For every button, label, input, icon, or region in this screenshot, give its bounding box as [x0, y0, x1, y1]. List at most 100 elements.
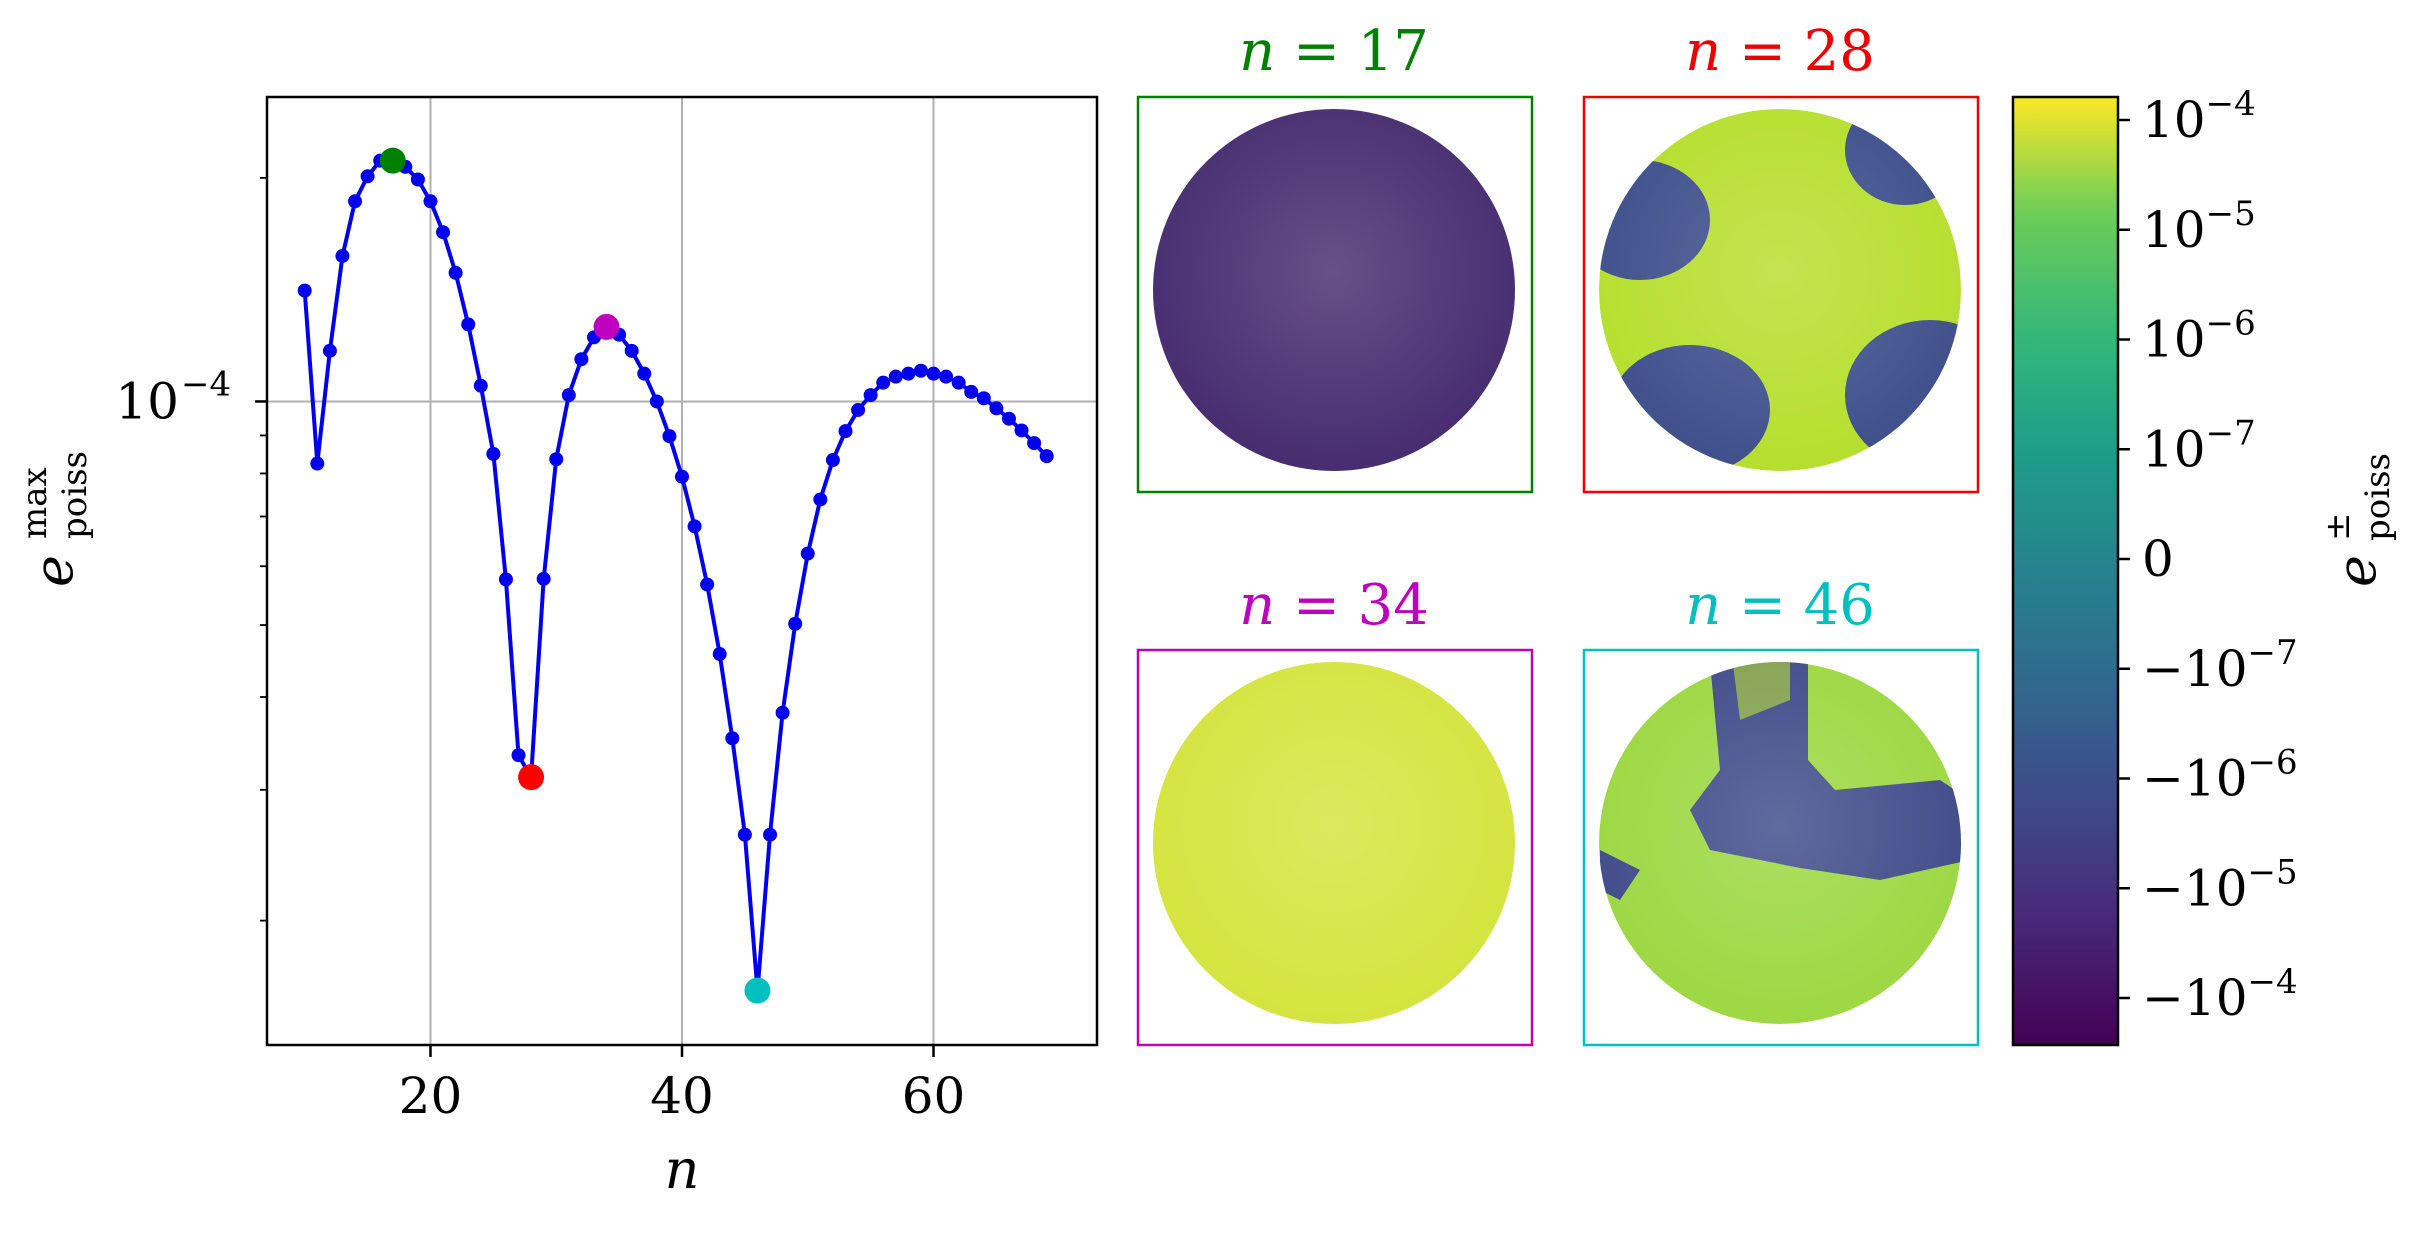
panel-frame-n34 [1136, 648, 1534, 1047]
colorbar-tick-base: 10 [2142, 201, 2206, 259]
colorbar-tick-label: −10−4 [2142, 962, 2298, 1027]
series-point [700, 577, 715, 592]
y-ticks: 10 −4 [115, 364, 267, 430]
series-point [473, 378, 488, 393]
grid-lines [267, 97, 1097, 1045]
series-point [1039, 449, 1054, 464]
y-axis-label: e max poiss [15, 451, 95, 587]
series-point [498, 572, 513, 587]
series-point [989, 401, 1004, 416]
colorbar-label-sup: ± [2318, 513, 2358, 542]
series-point [775, 705, 790, 720]
series-point [888, 369, 903, 384]
series-point [561, 388, 576, 403]
svg-text:e: e [2325, 555, 2388, 587]
series-point [310, 456, 325, 471]
colorbar-tick-exponent: −7 [2248, 633, 2298, 673]
series-point [800, 546, 815, 561]
colorbar-tick-sign: − [2142, 859, 2184, 917]
series-point [863, 388, 878, 403]
colorbar-tick-label: 10−5 [2142, 194, 2256, 259]
highlight-point [518, 764, 545, 791]
y-axis-label-base: e [22, 555, 85, 587]
x-tick-label: 40 [650, 1067, 714, 1125]
colorbar-gradient [2011, 95, 2120, 1047]
series-point [649, 394, 664, 409]
panel-title-n28: n = 28 [1685, 19, 1875, 84]
y-tick-exponent: −4 [181, 364, 231, 404]
series-point [675, 469, 689, 484]
series-point [788, 616, 803, 631]
series-point [763, 827, 778, 842]
x-tick-label: 60 [902, 1067, 966, 1125]
series-point [448, 265, 463, 280]
series-point [825, 453, 840, 468]
x-axis-label: n [665, 1138, 700, 1201]
x-ticks: 20 40 60 [399, 1045, 966, 1125]
disk-n17-sheen [1153, 109, 1515, 471]
series-point [964, 384, 979, 399]
svg-text:e: e [22, 555, 85, 587]
line-plot: 20 40 60 10 −4 n e max poiss [15, 95, 1099, 1201]
series-points [297, 153, 1054, 998]
series-point [461, 317, 476, 332]
highlight-point [593, 313, 620, 340]
colorbar-tick-label: 0 [2142, 530, 2174, 588]
panel-n17: n = 17 [1136, 19, 1534, 494]
colorbar-tick-exponent: −6 [2206, 304, 2256, 344]
panel-n46: n = 46 [1582, 573, 1980, 1047]
colorbar-tick-sign: − [2142, 750, 2184, 808]
panel-title-n28-value: 28 [1804, 19, 1875, 84]
series-point [1001, 411, 1016, 426]
panel-title-n34-value: 34 [1358, 573, 1429, 638]
highlight-points [379, 147, 771, 1004]
colorbar-tick-label: 10−6 [2142, 304, 2256, 369]
series-point [549, 452, 564, 467]
y-tick-label: 10 [115, 372, 179, 430]
colorbar-tick-label: −10−5 [2142, 852, 2298, 917]
colorbar-tick-label: 10−7 [2142, 413, 2256, 478]
series-point [838, 424, 853, 439]
colorbar-tick-exponent: −7 [2206, 413, 2256, 453]
colorbar-tick-exponent: −4 [2206, 84, 2256, 124]
panel-title-n17-value: 17 [1358, 19, 1429, 84]
series-point [813, 492, 828, 507]
colorbar-label: e ± poiss [2318, 453, 2398, 587]
colorbar-tick-base: 10 [2184, 859, 2248, 917]
panel-n28: n = 28 [1582, 19, 1980, 494]
x-tick-label: 20 [399, 1067, 463, 1125]
series-point [926, 366, 941, 381]
series-point [725, 731, 740, 746]
colorbar: 10−410−510−610−70−10−7−10−6−10−5−10−4 e … [2011, 84, 2398, 1047]
series-point [1014, 423, 1029, 438]
colorbar-tick-base: 0 [2142, 530, 2174, 588]
colorbar-tick-exponent: −6 [2248, 743, 2298, 783]
series-point [335, 248, 350, 263]
series-point [712, 647, 727, 662]
series-point [662, 429, 677, 444]
heatmap-panels: n = 17 n = 28 n = 34 [1136, 19, 1980, 1047]
series-point [851, 402, 866, 417]
colorbar-label-base: e [2325, 555, 2388, 587]
colorbar-tick-base: 10 [2142, 420, 2206, 478]
series-point [939, 369, 954, 384]
y-axis-label-sup: max [15, 467, 55, 539]
colorbar-label-sub: poiss [2358, 453, 2398, 541]
panel-title-n34: n = 34 [1239, 573, 1429, 638]
series-point [574, 352, 589, 367]
series-point [536, 571, 551, 586]
colorbar-tick-base: 10 [2184, 969, 2248, 1027]
series-point [360, 169, 375, 184]
panel-n34: n = 34 [1136, 573, 1534, 1047]
series-point [410, 172, 425, 187]
series-point [637, 366, 652, 381]
colorbar-tick-exponent: −4 [2248, 962, 2298, 1002]
series-point [876, 375, 891, 390]
panel-frame-n17 [1136, 95, 1534, 494]
panel-title-n17: n = 17 [1239, 19, 1429, 84]
series-point [624, 343, 639, 358]
panel-frame-n46 [1582, 648, 1980, 1047]
colorbar-tick-label: −10−7 [2142, 633, 2298, 698]
series-point [322, 343, 337, 358]
